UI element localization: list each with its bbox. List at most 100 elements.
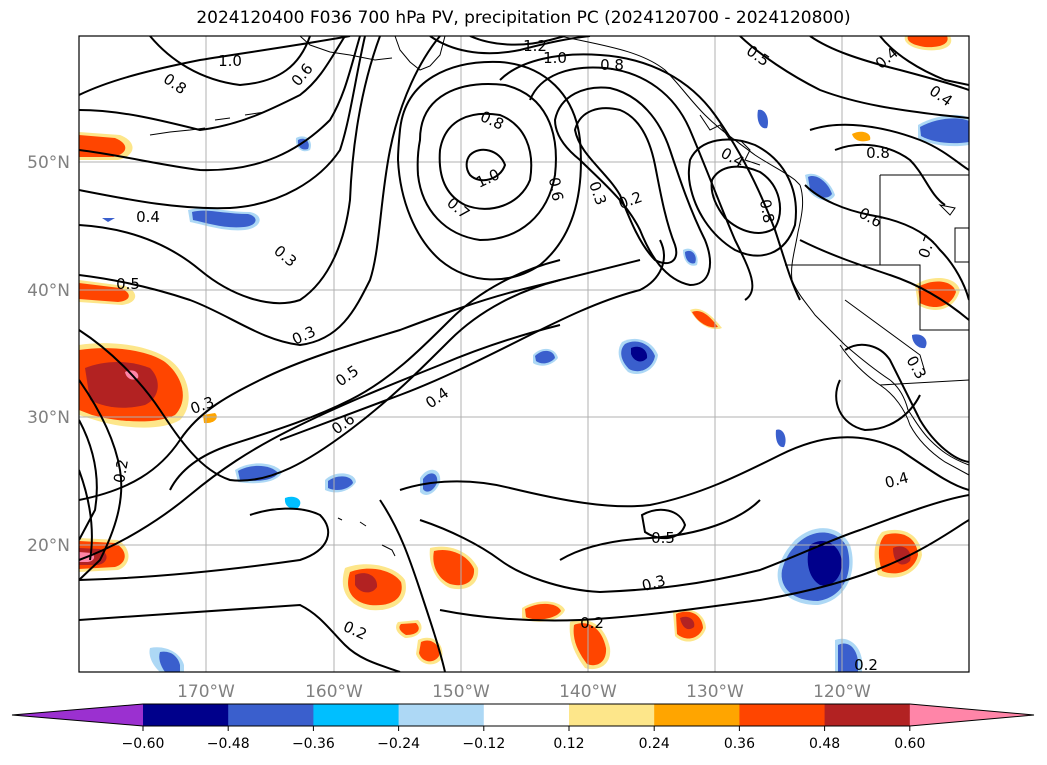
contour-label: 0.2 — [616, 188, 645, 213]
contour-label: 0.3 — [903, 353, 931, 383]
pv-contour — [79, 36, 366, 210]
colorbar-segment — [483, 704, 570, 726]
latitude-labels: 50°N 40°N 30°N 20°N — [27, 153, 70, 556]
colorbar-segment — [824, 704, 911, 726]
colorbar-extend-high — [909, 704, 1034, 726]
colorbar-tick-label: 0.36 — [724, 736, 755, 752]
precip-blob-130w-37n — [690, 308, 722, 330]
coastlines — [149, 36, 969, 557]
pv-contour — [79, 507, 330, 581]
precip-blob-west-50n — [79, 132, 133, 160]
contour-label: 0.2 — [340, 617, 369, 643]
colorbar-segment — [739, 704, 826, 726]
pv-contour — [79, 36, 346, 132]
pv-contour — [710, 165, 781, 234]
pv-contour — [835, 379, 921, 432]
precip-blob-neg-165w-47n — [188, 208, 260, 231]
contour-label: 0.3 — [270, 242, 300, 271]
contour-label: 0.2 — [580, 614, 604, 632]
colorbar-tick-label: −0.12 — [462, 736, 505, 752]
precip-blob-small — [203, 413, 217, 424]
precip-blob-ne-corner — [904, 36, 952, 51]
contour-label: 0.2 — [854, 656, 878, 674]
colorbar-segment — [569, 704, 655, 726]
colorbar-tick-label: 0.60 — [894, 736, 925, 752]
colorbar-tick-label: 0.48 — [809, 736, 840, 752]
pv-contour — [79, 379, 123, 581]
colorbar-tick-label: 0.24 — [639, 736, 670, 752]
contour-label: 0.3 — [585, 179, 610, 208]
contour-label: 1.2 — [523, 37, 547, 55]
lon-label: 160°W — [305, 682, 363, 702]
lon-label: 150°W — [432, 682, 490, 702]
pv-contour — [529, 66, 754, 301]
precip-blob-neg-135w-35n — [618, 338, 658, 375]
precip-blob-neg-163w-25n — [325, 473, 356, 493]
contour-label: 0.4 — [422, 384, 452, 412]
contour-label: 0.5 — [332, 362, 362, 390]
vancouver-island — [739, 139, 761, 166]
pv-contour — [879, 36, 969, 86]
pv-contour — [844, 343, 969, 463]
precip-blob-neg-ne — [918, 114, 969, 147]
longitude-labels: 170°W 160°W 150°W 140°W 130°W 120°W — [177, 682, 871, 702]
pv-contour — [439, 519, 969, 622]
precip-blob-west-40n — [79, 280, 136, 305]
pv-contour — [79, 36, 351, 96]
lat-label: 20°N — [27, 536, 70, 556]
precip-blob-115w-18n — [874, 529, 922, 578]
lat-label: 50°N — [27, 153, 70, 173]
precip-blob-130w-13n — [673, 609, 706, 642]
precip-blob-neg-140w-34n — [533, 348, 558, 366]
pv-contour — [396, 60, 582, 281]
precip-blob-150w-18n — [429, 546, 479, 590]
pv-contour — [573, 107, 678, 265]
colorbar-tick-label: −0.48 — [207, 736, 250, 752]
pv-contour — [809, 123, 969, 171]
pv-contour — [79, 36, 441, 347]
colorbar-tick-label: −0.36 — [292, 736, 335, 752]
contour-label: 0.7 — [443, 194, 473, 223]
colorbar-segment — [228, 704, 314, 726]
us-mexico-border — [879, 379, 969, 386]
pv-contour — [279, 239, 665, 441]
baja-coast — [839, 344, 969, 476]
contour-label: 0.8 — [600, 56, 624, 74]
pv-contour — [687, 138, 797, 257]
aleutian-chain-2 — [214, 111, 266, 121]
pv-contour — [79, 603, 401, 672]
contour-label: 0.8 — [756, 198, 778, 225]
map-title: 2024120400 F036 700 hPa PV, precipitatio… — [196, 8, 851, 28]
colorbar-segment — [313, 704, 400, 726]
hawaii-islands — [337, 517, 396, 557]
contour-label: 0.8 — [477, 107, 506, 133]
precip-blob-small-ne — [852, 131, 871, 142]
contour-label: 1.0 — [473, 165, 502, 191]
colorbar-extend-low — [12, 704, 143, 726]
pv-contour — [559, 499, 761, 561]
state-borders — [879, 175, 969, 331]
colorbar-segment — [654, 704, 740, 726]
map-frame — [78, 35, 970, 673]
precip-blob-west-30n — [79, 343, 189, 428]
mexico-coast — [907, 409, 969, 466]
colorbar-tick-label: −0.60 — [122, 736, 165, 752]
contour-label: 1.0 — [543, 49, 567, 67]
contour-label: 0.5 — [743, 42, 773, 70]
us-west-coast — [791, 184, 909, 411]
pv-contour — [834, 143, 946, 206]
pv-contour — [739, 36, 969, 119]
contour-label: 0.2 — [110, 458, 132, 485]
precip-blob-neg-bc — [757, 109, 835, 201]
contour-label: 0.6 — [856, 204, 886, 232]
pv-contour — [79, 259, 641, 501]
lon-label: 170°W — [177, 682, 235, 702]
colorbar-tick-label: 0.12 — [553, 736, 584, 752]
pv-contour — [79, 279, 561, 482]
pv-contours — [79, 36, 969, 672]
pv-contour — [169, 259, 561, 491]
pv-contour — [640, 508, 687, 540]
lon-label: 140°W — [559, 682, 617, 702]
contour-label: 0.4 — [883, 468, 911, 492]
colorbar-tick-label: −0.24 — [377, 736, 420, 752]
